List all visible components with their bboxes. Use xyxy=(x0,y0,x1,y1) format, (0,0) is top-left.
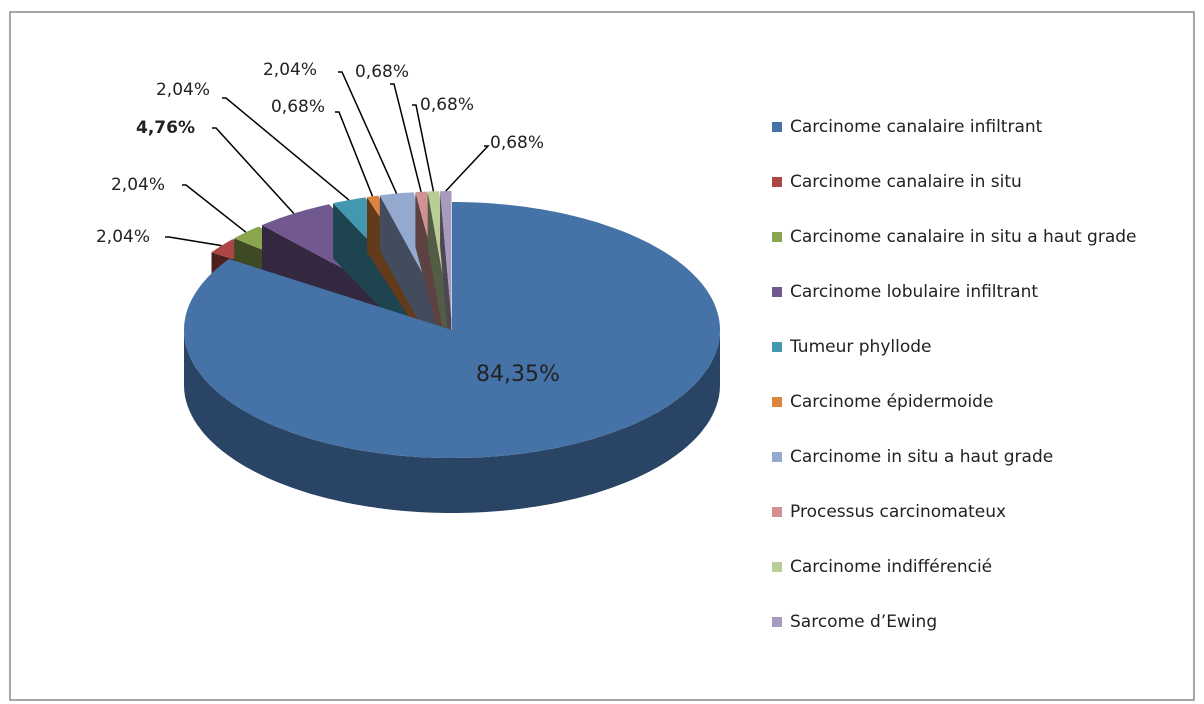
legend-label: Tumeur phyllode xyxy=(789,337,932,357)
slice-side xyxy=(184,330,720,513)
leader-line xyxy=(165,236,222,247)
data-label: 2,04% xyxy=(96,227,150,247)
leader-line xyxy=(445,145,490,192)
leader-line xyxy=(338,71,398,194)
legend-label: Carcinome canalaire infiltrant xyxy=(790,117,1043,137)
legend-label: Sarcome d’Ewing xyxy=(790,612,937,632)
legend-label: Carcinome in situ a haut grade xyxy=(790,447,1053,467)
slice xyxy=(184,202,720,458)
data-label: 2,04% xyxy=(263,60,317,80)
data-label: 0,68% xyxy=(420,95,474,115)
data-label: 4,76% xyxy=(136,118,195,138)
slice xyxy=(440,191,452,319)
leader-line xyxy=(222,97,350,201)
legend-swatch xyxy=(772,177,782,187)
legend-swatch xyxy=(772,287,782,297)
leader-line xyxy=(182,184,247,233)
data-label: 84,35% xyxy=(476,362,560,387)
legend-swatch xyxy=(772,452,782,462)
legend-swatch xyxy=(772,397,782,407)
legend-label: Carcinome épidermoide xyxy=(790,392,993,412)
legend-label: Carcinome lobulaire infiltrant xyxy=(790,282,1038,302)
legend-swatch xyxy=(772,232,782,242)
legend-swatch xyxy=(772,122,782,132)
data-label: 2,04% xyxy=(111,175,165,195)
legend-label: Carcinome indifférencié xyxy=(790,557,992,577)
legend-label: Carcinome canalaire in situ xyxy=(790,172,1022,192)
data-label: 0,68% xyxy=(355,62,409,82)
data-label: 0,68% xyxy=(271,97,325,117)
legend-swatch xyxy=(772,507,782,517)
legend-label: Processus carcinomateux xyxy=(790,502,1006,522)
legend-swatch xyxy=(772,617,782,627)
legend-label: Carcinome canalaire in situ a haut grade xyxy=(790,227,1137,247)
leader-line xyxy=(335,111,374,197)
leader-line xyxy=(412,104,435,192)
data-label: 2,04% xyxy=(156,80,210,100)
slice-wall xyxy=(440,191,452,374)
data-label: 0,68% xyxy=(490,133,544,153)
leader-line xyxy=(390,83,422,192)
legend-swatch xyxy=(772,562,782,572)
leader-line xyxy=(212,127,295,214)
legend-swatch xyxy=(772,342,782,352)
